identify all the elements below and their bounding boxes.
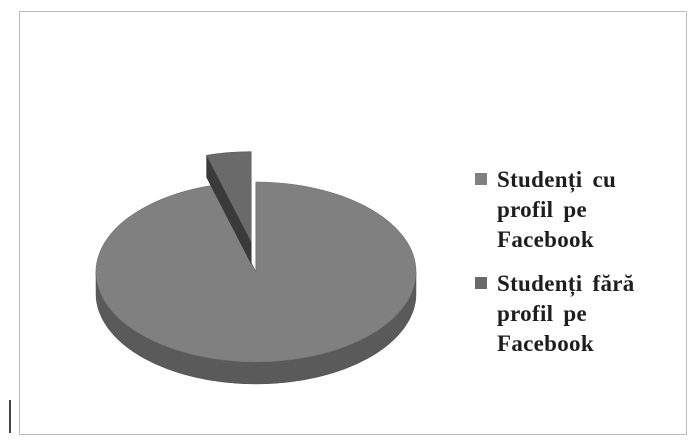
- legend-label-without-profile-line2: profil pe: [497, 301, 587, 326]
- stray-mark: [9, 400, 11, 433]
- legend-label-with-profile-line2: profil pe: [497, 197, 587, 222]
- pie-slice-0-top: [95, 181, 417, 363]
- legend-label-without-profile-line1: Studenți fără: [497, 271, 635, 296]
- pie-slice-0: [95, 181, 417, 385]
- legend-item-without-profile: Studenți fără profil pe Facebook: [475, 269, 675, 359]
- legend-item-with-profile: Studenți cu profil pe Facebook: [475, 165, 675, 255]
- pie-slice-1-top: [206, 151, 252, 242]
- legend-swatch-without-profile: [475, 277, 487, 289]
- legend-label-with-profile-line3: Facebook: [497, 227, 594, 252]
- legend-label-with-profile-line1: Studenți cu: [497, 167, 617, 192]
- legend-label-without-profile-line3: Facebook: [497, 331, 594, 356]
- legend-swatch-with-profile: [475, 173, 487, 185]
- pie-slice-1: [206, 151, 252, 264]
- legend: Studenți cu profil pe Facebook Studenți …: [475, 165, 675, 373]
